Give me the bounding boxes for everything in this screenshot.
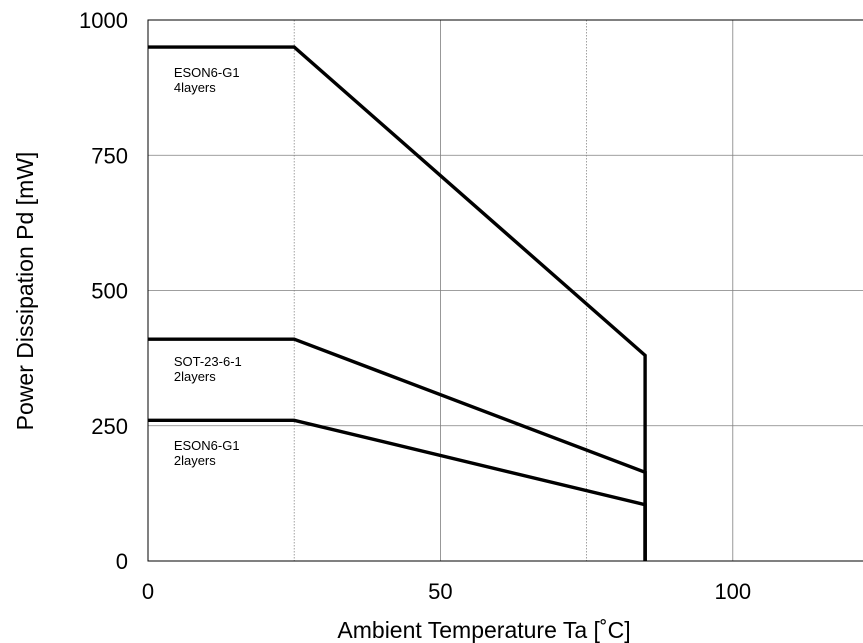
- x-axis-title: Ambient Temperature Ta [˚C]: [337, 617, 630, 643]
- grid-lines: [148, 20, 863, 561]
- series-label-eson6-4layers: 4layers: [174, 80, 216, 95]
- y-axis-title: Power Dissipation Pd [mW]: [12, 152, 38, 431]
- series-label-sot23-2layers: SOT-23-6-1: [174, 354, 242, 369]
- series-lines: [148, 45, 647, 561]
- series-annotations: ESON6-G14layersSOT-23-6-12layersESON6-G1…: [174, 65, 242, 468]
- x-tick-label: 0: [142, 579, 154, 604]
- y-tick-label: 500: [91, 279, 128, 304]
- x-tick-label: 50: [428, 579, 452, 604]
- series-label-eson6-4layers: ESON6-G1: [174, 65, 240, 80]
- series-label-sot23-2layers: 2layers: [174, 369, 216, 384]
- series-label-eson6-2layers: ESON6-G1: [174, 438, 240, 453]
- series-line-eson6-4layers: [148, 45, 647, 561]
- y-tick-label: 750: [91, 143, 128, 168]
- series-label-eson6-2layers: 2layers: [174, 453, 216, 468]
- y-tick-label: 1000: [79, 8, 128, 33]
- x-tick-label: 100: [714, 579, 751, 604]
- plot-frame: [147, 19, 863, 562]
- y-tick-label: 0: [116, 549, 128, 574]
- y-tick-label: 250: [91, 414, 128, 439]
- series-line-eson6-2layers: [148, 418, 647, 561]
